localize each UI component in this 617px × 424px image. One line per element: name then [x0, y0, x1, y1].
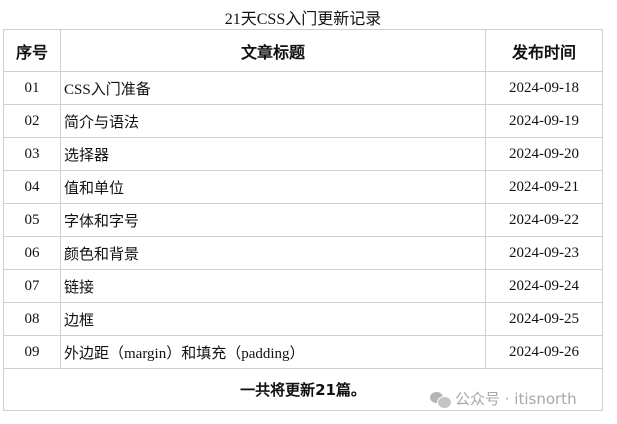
row-number: 02: [3, 104, 61, 138]
table-row: 09 外边距（margin）和填充（padding） 2024-09-26: [3, 335, 603, 369]
row-number: 03: [3, 137, 61, 171]
table-row: 03 选择器 2024-09-20: [3, 137, 603, 171]
watermark-text: 公众号 · itisnorth: [455, 390, 577, 408]
header-row: 序号 文章标题 发布时间: [3, 29, 603, 72]
table-row: 05 字体和字号 2024-09-22: [3, 203, 603, 237]
row-number: 08: [3, 302, 61, 336]
row-date: 2024-09-25: [485, 302, 603, 336]
row-title: 颜色和背景: [60, 236, 486, 270]
table-row: 04 值和单位 2024-09-21: [3, 170, 603, 204]
watermark: 公众号 · itisnorth: [430, 388, 577, 409]
row-date: 2024-09-24: [485, 269, 603, 303]
table-row: 01 CSS入门准备 2024-09-18: [3, 71, 603, 105]
row-date: 2024-09-26: [485, 335, 603, 369]
header-date: 发布时间: [485, 29, 603, 72]
header-title: 文章标题: [60, 29, 486, 72]
row-date: 2024-09-18: [485, 71, 603, 105]
table-row: 06 颜色和背景 2024-09-23: [3, 236, 603, 270]
row-number: 06: [3, 236, 61, 270]
footer-row: 一共将更新21篇。: [3, 368, 603, 411]
row-date: 2024-09-23: [485, 236, 603, 270]
footer-note: 一共将更新21篇。: [3, 368, 603, 411]
row-title: CSS入门准备: [60, 71, 486, 105]
row-title: 边框: [60, 302, 486, 336]
header-number: 序号: [3, 29, 61, 72]
row-date: 2024-09-20: [485, 137, 603, 171]
row-date: 2024-09-19: [485, 104, 603, 138]
row-number: 01: [3, 71, 61, 105]
wechat-icon: [430, 391, 452, 409]
row-number: 07: [3, 269, 61, 303]
update-table: 序号 文章标题 发布时间 01 CSS入门准备 2024-09-18 02 简介与语法 2…: [3, 29, 603, 411]
table-row: 08 边框 2024-09-25: [3, 302, 603, 336]
row-date: 2024-09-22: [485, 203, 603, 237]
row-title: 选择器: [60, 137, 486, 171]
row-date: 2024-09-21: [485, 170, 603, 204]
row-title: 链接: [60, 269, 486, 303]
row-number: 04: [3, 170, 61, 204]
row-number: 05: [3, 203, 61, 237]
row-number: 09: [3, 335, 61, 369]
table-row: 07 链接 2024-09-24: [3, 269, 603, 303]
row-title: 值和单位: [60, 170, 486, 204]
row-title: 简介与语法: [60, 104, 486, 138]
table-caption: 21天CSS入门更新记录: [224, 11, 382, 28]
table-row: 02 简介与语法 2024-09-19: [3, 104, 603, 138]
row-title: 字体和字号: [60, 203, 486, 237]
row-title: 外边距（margin）和填充（padding）: [60, 335, 486, 369]
